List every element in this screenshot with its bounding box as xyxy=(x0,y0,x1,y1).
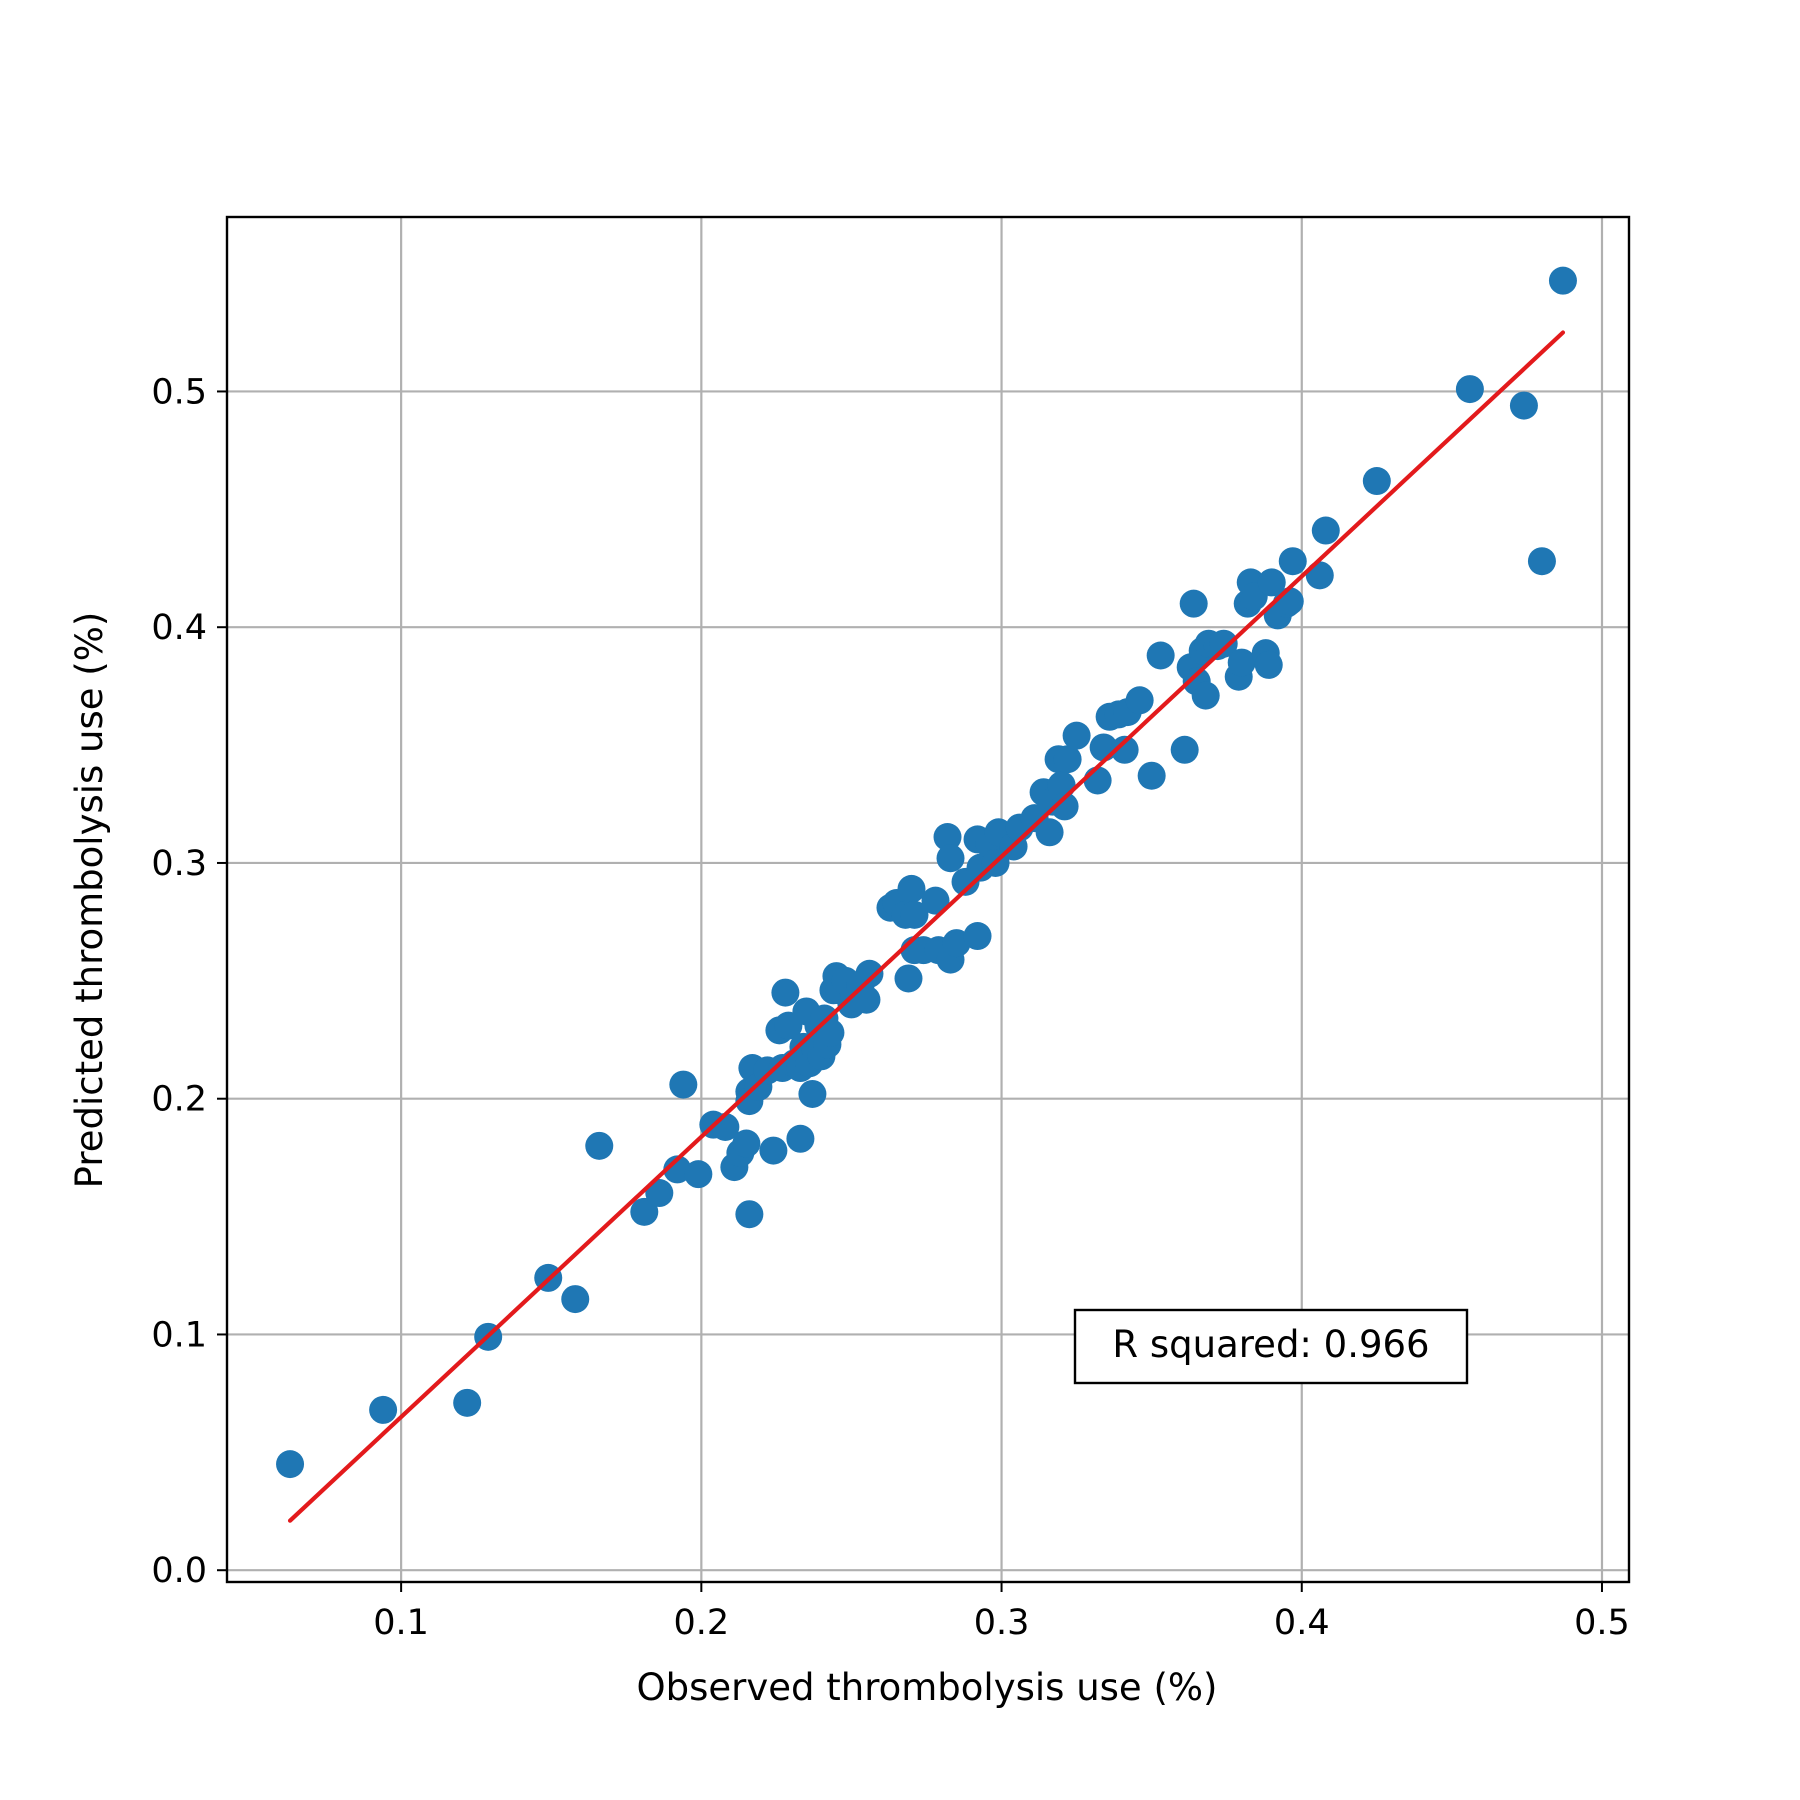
x-tick-label: 0.1 xyxy=(373,1603,429,1643)
data-point xyxy=(1062,721,1091,750)
annotation-text: R squared: 0.966 xyxy=(1112,1323,1429,1366)
data-point xyxy=(921,886,950,915)
data-point xyxy=(1362,467,1391,496)
data-point xyxy=(663,1155,692,1184)
data-point xyxy=(798,1079,827,1108)
data-point xyxy=(1305,561,1334,590)
data-point xyxy=(732,1129,761,1158)
y-tick-label: 0.5 xyxy=(151,372,207,412)
data-point xyxy=(816,1018,845,1047)
data-point xyxy=(897,874,926,903)
data-point xyxy=(1254,650,1283,679)
data-point xyxy=(684,1160,713,1189)
data-point xyxy=(855,959,884,988)
data-point xyxy=(942,929,971,958)
data-point xyxy=(585,1131,614,1160)
y-axis-label: Predicted thrombolysis use (%) xyxy=(68,612,111,1189)
data-point xyxy=(369,1395,398,1424)
fit-line-group xyxy=(287,330,1566,1523)
x-tick-label: 0.2 xyxy=(674,1603,730,1643)
data-point xyxy=(1050,792,1079,821)
data-point xyxy=(561,1285,590,1314)
grid-lines xyxy=(227,217,1629,1582)
y-tick-label: 0.0 xyxy=(151,1551,207,1591)
x-axis: 0.1 0.2 0.3 0.4 0.5 xyxy=(373,1582,1630,1643)
data-point xyxy=(1278,547,1307,576)
data-point xyxy=(933,823,962,852)
data-point xyxy=(1275,587,1304,616)
x-axis-label: Observed thrombolysis use (%) xyxy=(637,1666,1218,1709)
data-point xyxy=(1110,735,1139,764)
y-axis: 0.0 0.1 0.2 0.3 0.4 0.5 xyxy=(151,372,227,1591)
x-tick-label: 0.3 xyxy=(974,1603,1030,1643)
data-point xyxy=(1125,686,1154,715)
y-tick-label: 0.3 xyxy=(151,844,207,884)
data-point xyxy=(1311,516,1340,545)
data-point xyxy=(1548,266,1577,295)
x-tick-label: 0.4 xyxy=(1274,1603,1330,1643)
data-point xyxy=(1209,629,1238,658)
data-point xyxy=(936,844,965,873)
data-point xyxy=(1455,375,1484,404)
data-point xyxy=(1191,681,1220,710)
data-point xyxy=(1179,589,1208,618)
data-point xyxy=(1527,547,1556,576)
data-point xyxy=(453,1388,482,1417)
annotation-box xyxy=(1073,1308,1469,1385)
data-point xyxy=(1227,648,1256,677)
data-points xyxy=(276,266,1577,1479)
data-point xyxy=(894,964,923,993)
data-point xyxy=(1137,761,1166,790)
data-point xyxy=(759,1136,788,1165)
data-point xyxy=(630,1197,659,1226)
x-tick-label: 0.5 xyxy=(1574,1603,1630,1643)
data-point xyxy=(1053,745,1082,774)
data-point xyxy=(1083,766,1112,795)
plot-frame xyxy=(225,215,1631,1584)
data-point xyxy=(1170,735,1199,764)
data-point xyxy=(735,1200,764,1229)
r-squared-annotation: R squared: 0.966 xyxy=(1073,1308,1469,1385)
y-tick-label: 0.4 xyxy=(151,608,207,648)
data-point xyxy=(786,1124,815,1153)
data-point xyxy=(1257,568,1286,597)
data-point xyxy=(852,985,881,1014)
data-point xyxy=(1035,818,1064,847)
y-tick-label: 0.2 xyxy=(151,1080,207,1120)
data-point xyxy=(1509,391,1538,420)
y-tick-label: 0.1 xyxy=(151,1315,207,1355)
data-point xyxy=(900,900,929,929)
data-point xyxy=(669,1070,698,1099)
fit-line xyxy=(287,330,1566,1523)
data-point xyxy=(771,978,800,1007)
data-point xyxy=(1146,641,1175,670)
data-point xyxy=(963,922,992,951)
data-point xyxy=(276,1450,305,1479)
data-point xyxy=(645,1179,674,1208)
